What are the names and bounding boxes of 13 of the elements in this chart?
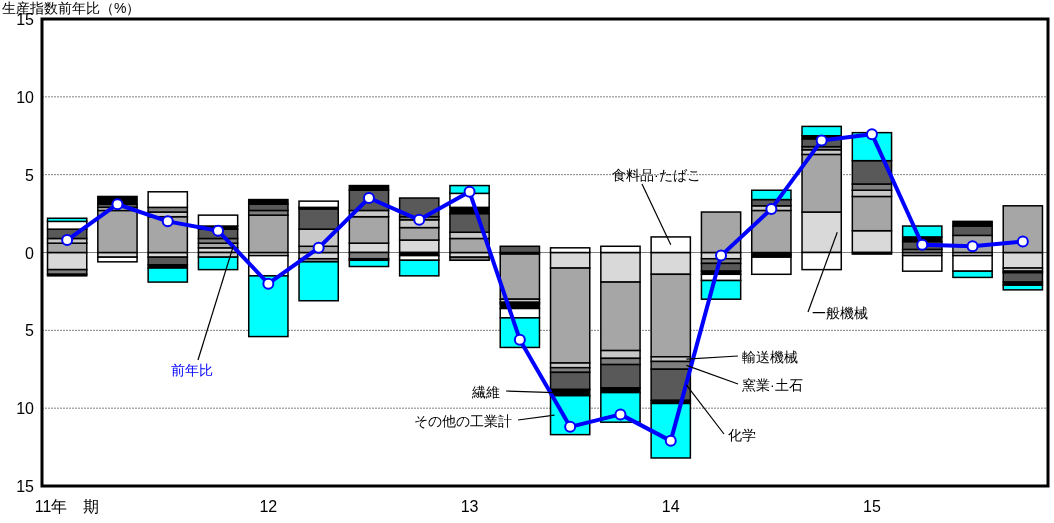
x-tick-label: 11年 期 (34, 498, 100, 515)
x-tick-label: 14 (661, 498, 680, 515)
x-tick-label: 13 (460, 498, 479, 515)
legend-label: 繊維 (471, 384, 500, 400)
legend-label: その他の工業計 (414, 413, 512, 429)
y-tick-label: 10 (16, 88, 35, 106)
y-tick-label: 5 (25, 322, 35, 340)
y-tick-label: 5 (25, 166, 35, 184)
y-tick-label: 15 (16, 478, 35, 495)
y-tick-label: 0 (25, 244, 35, 262)
x-tick-label: 15 (863, 498, 881, 515)
x-tick-label: 12 (259, 498, 278, 515)
y-tick-label: 10 (16, 400, 35, 418)
